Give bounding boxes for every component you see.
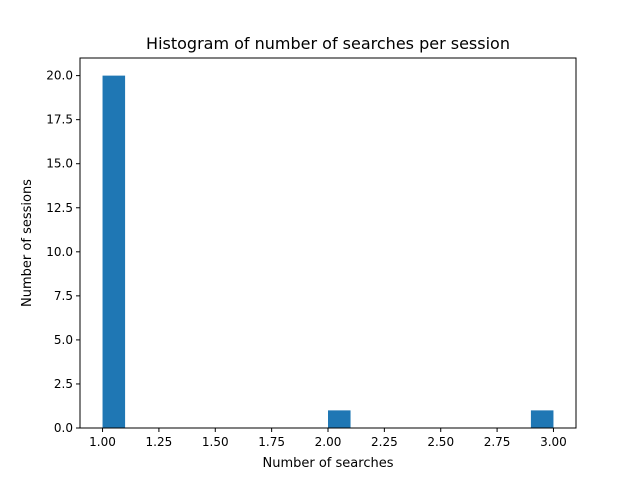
- x-tick-label: 2.50: [427, 435, 454, 449]
- y-tick-label: 12.5: [46, 201, 73, 215]
- x-tick-label: 1.25: [146, 435, 173, 449]
- x-tick-label: 1.75: [258, 435, 285, 449]
- x-tick-label: 1.50: [202, 435, 229, 449]
- x-tick-label: 2.75: [484, 435, 511, 449]
- bars-group: [102, 75, 554, 428]
- x-tick-label: 1.00: [89, 435, 116, 449]
- y-tick-label: 2.5: [54, 377, 73, 391]
- x-tick-label: 3.00: [540, 435, 567, 449]
- y-axis: 0.0 2.5 5.0 7.5 10.0 12.5 15.0 17.5 20.0: [46, 69, 80, 435]
- y-axis-label: Number of sessions: [20, 179, 35, 307]
- y-tick-label: 10.0: [46, 245, 73, 259]
- x-tick-label: 2.00: [315, 435, 342, 449]
- y-tick-label: 7.5: [54, 289, 73, 303]
- histogram-bar: [530, 410, 554, 428]
- y-tick-label: 5.0: [54, 333, 73, 347]
- y-tick-label: 20.0: [46, 69, 73, 83]
- histogram-bar: [328, 410, 351, 428]
- x-tick-label: 2.25: [371, 435, 398, 449]
- x-axis-label: Number of searches: [263, 456, 394, 471]
- histogram-bar: [102, 75, 126, 428]
- y-tick-label: 0.0: [54, 421, 73, 435]
- y-tick-label: 15.0: [46, 157, 73, 171]
- plot-frame: [79, 57, 577, 429]
- y-tick-label: 17.5: [46, 113, 73, 127]
- x-axis: 1.00 1.25 1.50 1.75 2.00 2.25 2.50 2.75 3.00: [89, 428, 567, 449]
- chart-title: Histogram of number of searches per sess…: [146, 34, 510, 53]
